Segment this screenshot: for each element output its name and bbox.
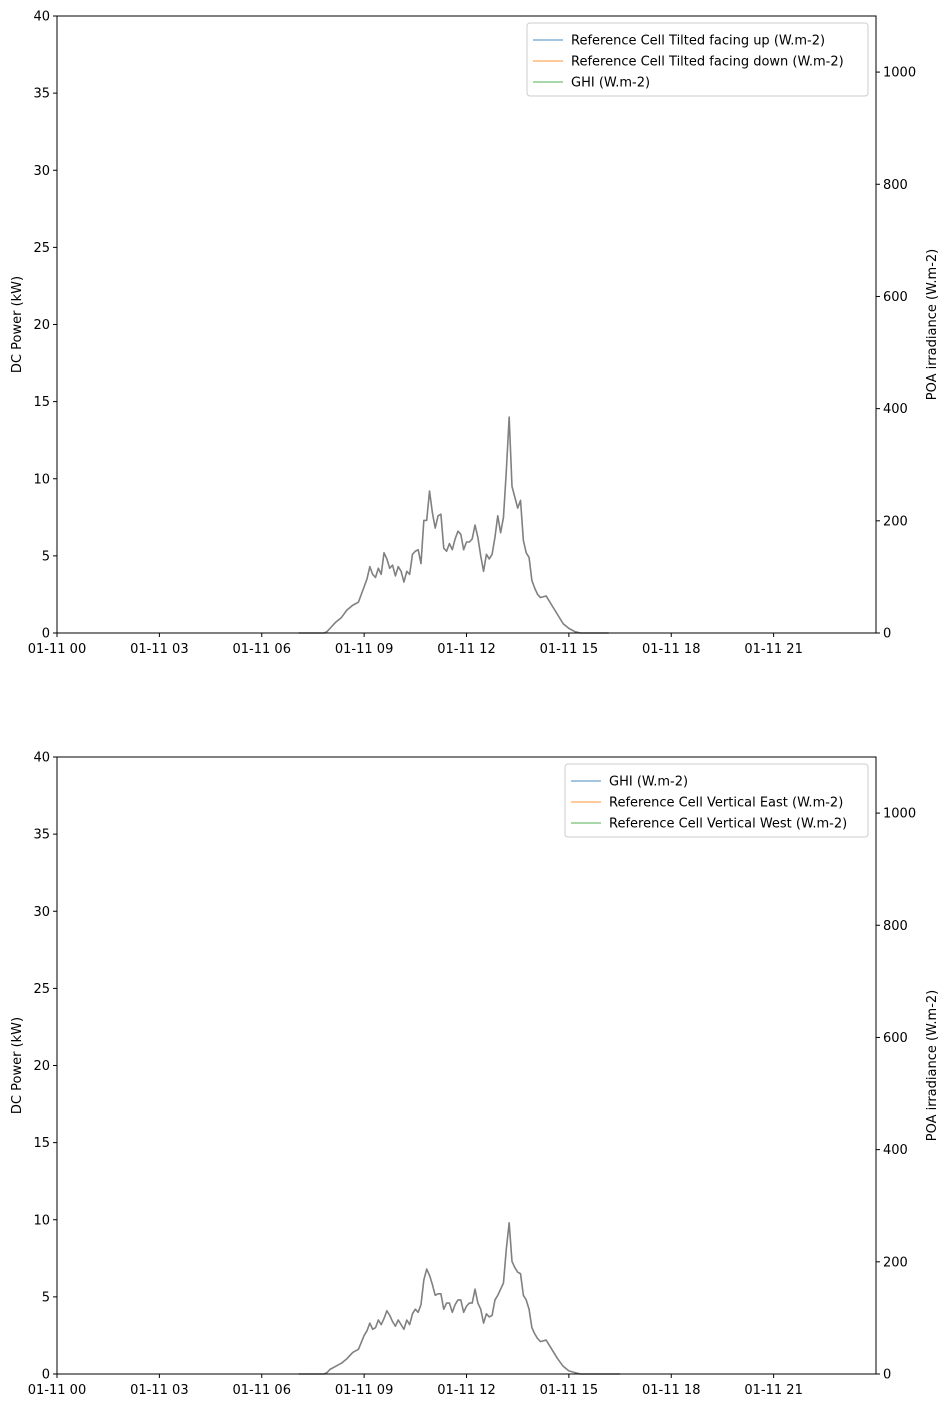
legend: GHI (W.m-2) Reference Cell Vertical East … <box>564 763 869 838</box>
x-tick-label: 01-11 03 <box>130 642 188 657</box>
y-tick-label: 20 <box>33 1059 50 1074</box>
y-right-tick-label: 1000 <box>883 66 916 81</box>
legend-label-2: Reference Cell Tilted facing down (W.m-2… <box>571 55 844 70</box>
y-tick-label: 5 <box>42 1290 50 1305</box>
y-axis-label: DC Power (kW) <box>10 276 25 373</box>
x-tick-label: 01-11 18 <box>642 642 700 657</box>
y-tick-label: 35 <box>33 828 50 843</box>
y-tick-label: 10 <box>33 472 50 487</box>
x-tick-label: 01-11 03 <box>130 1383 188 1398</box>
x-tick-label: 01-11 09 <box>335 1383 393 1398</box>
x-tick-label: 01-11 15 <box>540 1383 598 1398</box>
x-tick-label: 01-11 12 <box>437 1383 495 1398</box>
y-right-tick-label: 600 <box>883 1031 908 1046</box>
legend-label-1: Reference Cell Tilted facing up (W.m-2) <box>571 34 825 49</box>
dc-power-line-1 <box>298 416 609 634</box>
x-tick-label: 01-11 15 <box>540 642 598 657</box>
x-tick-label: 01-11 00 <box>28 642 86 657</box>
y-right-tick-label: 800 <box>883 178 908 193</box>
y-right-tick-label: 800 <box>883 919 908 934</box>
legend-box <box>526 22 869 97</box>
y-tick-label: 25 <box>33 982 50 997</box>
y-right-tick-label: 400 <box>883 1143 908 1158</box>
y-tick-label: 25 <box>33 241 50 256</box>
legend-label-3: GHI (W.m-2) <box>571 76 650 91</box>
y-tick-label: 30 <box>33 164 50 179</box>
y-right-tick-label: 0 <box>883 1368 891 1383</box>
legend-label-1: GHI (W.m-2) <box>609 775 688 790</box>
y-right-axis-label: POA irradiance (W.m-2) <box>925 990 940 1142</box>
x-tick-label: 01-11 00 <box>28 1383 86 1398</box>
x-tick-label: 01-11 12 <box>437 642 495 657</box>
x-tick-label: 01-11 06 <box>233 1383 291 1398</box>
y-tick-label: 0 <box>42 1368 50 1383</box>
y-tick-label: 35 <box>33 87 50 102</box>
x-tick-label: 01-11 18 <box>642 1383 700 1398</box>
y-tick-label: 40 <box>33 10 50 25</box>
y-tick-label: 30 <box>33 905 50 920</box>
x-tick-label: 01-11 21 <box>744 1383 802 1398</box>
plot-frame <box>56 756 877 1375</box>
y-right-tick-label: 600 <box>883 290 908 305</box>
y-right-tick-label: 200 <box>883 514 908 529</box>
plot-frame <box>56 15 877 634</box>
legend-label-2: Reference Cell Vertical East (W.m-2) <box>609 796 843 811</box>
y-axis-label: DC Power (kW) <box>10 1017 25 1114</box>
y-right-tick-label: 1000 <box>883 807 916 822</box>
x-tick-label: 01-11 09 <box>335 642 393 657</box>
x-tick-label: 01-11 06 <box>233 642 291 657</box>
y-tick-label: 20 <box>33 318 50 333</box>
y-right-axis-label: POA irradiance (W.m-2) <box>925 249 940 401</box>
y-right-tick-label: 0 <box>883 627 891 642</box>
y-tick-label: 10 <box>33 1213 50 1228</box>
legend-label-3: Reference Cell Vertical West (W.m-2) <box>609 817 847 832</box>
dc-power-line-1 <box>298 1222 621 1375</box>
legend: Reference Cell Tilted facing up (W.m-2) R… <box>526 22 869 97</box>
y-tick-label: 40 <box>33 751 50 766</box>
y-right-tick-label: 400 <box>883 402 908 417</box>
y-tick-label: 5 <box>42 549 50 564</box>
y-tick-label: 15 <box>33 1136 50 1151</box>
legend-box <box>564 763 869 838</box>
y-tick-label: 0 <box>42 627 50 642</box>
y-right-tick-label: 200 <box>883 1255 908 1270</box>
y-tick-label: 15 <box>33 395 50 410</box>
x-tick-label: 01-11 21 <box>744 642 802 657</box>
